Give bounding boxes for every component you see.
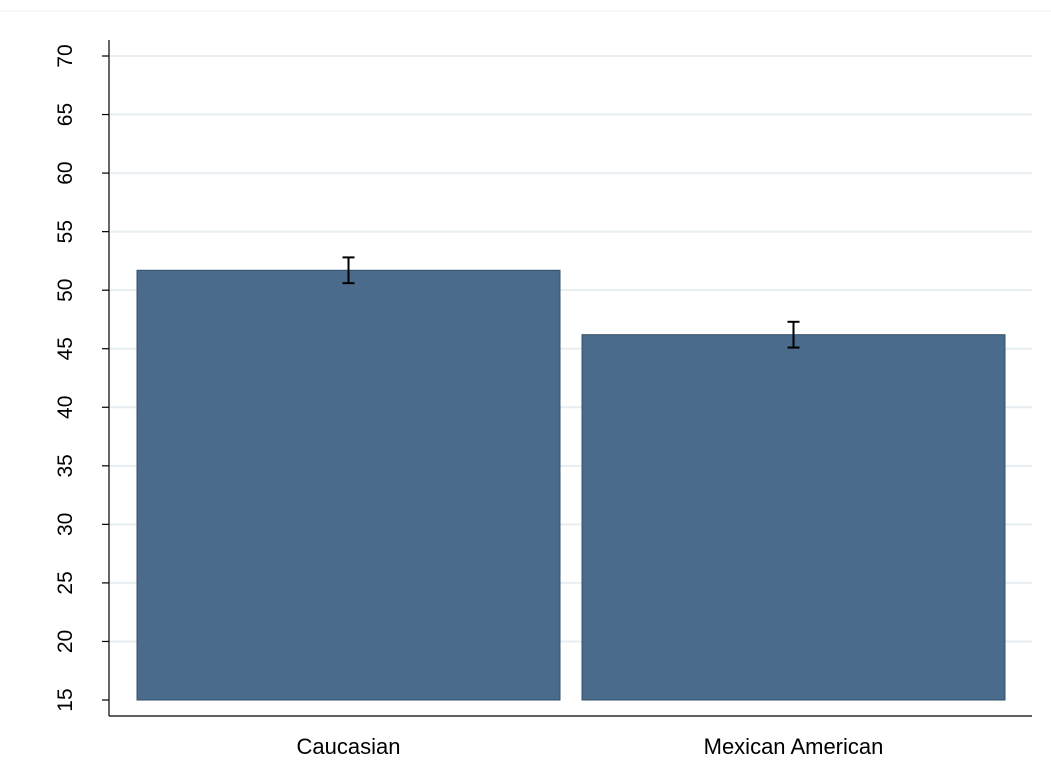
y-tick-label: 30 bbox=[54, 513, 77, 536]
y-tick-label: 50 bbox=[54, 279, 77, 302]
bars bbox=[136, 269, 1006, 701]
y-tick-label: 65 bbox=[54, 103, 77, 126]
bar-caucasian bbox=[136, 269, 561, 701]
x-category-label: Caucasian bbox=[297, 734, 401, 759]
y-tick-label: 20 bbox=[54, 630, 77, 653]
y-tick-label: 70 bbox=[54, 44, 77, 67]
axes bbox=[108, 40, 1032, 717]
y-tick-label: 40 bbox=[54, 396, 77, 419]
x-axis-labels: Caucasian Mexican American bbox=[297, 734, 884, 759]
y-tick-label: 45 bbox=[54, 337, 77, 360]
error-bars bbox=[342, 256, 800, 349]
y-tick-label: 15 bbox=[54, 688, 77, 711]
x-category-label: Mexican American bbox=[704, 734, 884, 759]
y-tick-label: 55 bbox=[54, 220, 77, 243]
y-tick-label: 35 bbox=[54, 454, 77, 477]
y-tick-label: 60 bbox=[54, 161, 77, 184]
y-axis-ticks: 15 20 25 30 35 40 45 50 55 60 65 70 bbox=[54, 44, 109, 712]
bar-mexican-american bbox=[581, 334, 1006, 701]
y-tick-label: 25 bbox=[54, 571, 77, 594]
